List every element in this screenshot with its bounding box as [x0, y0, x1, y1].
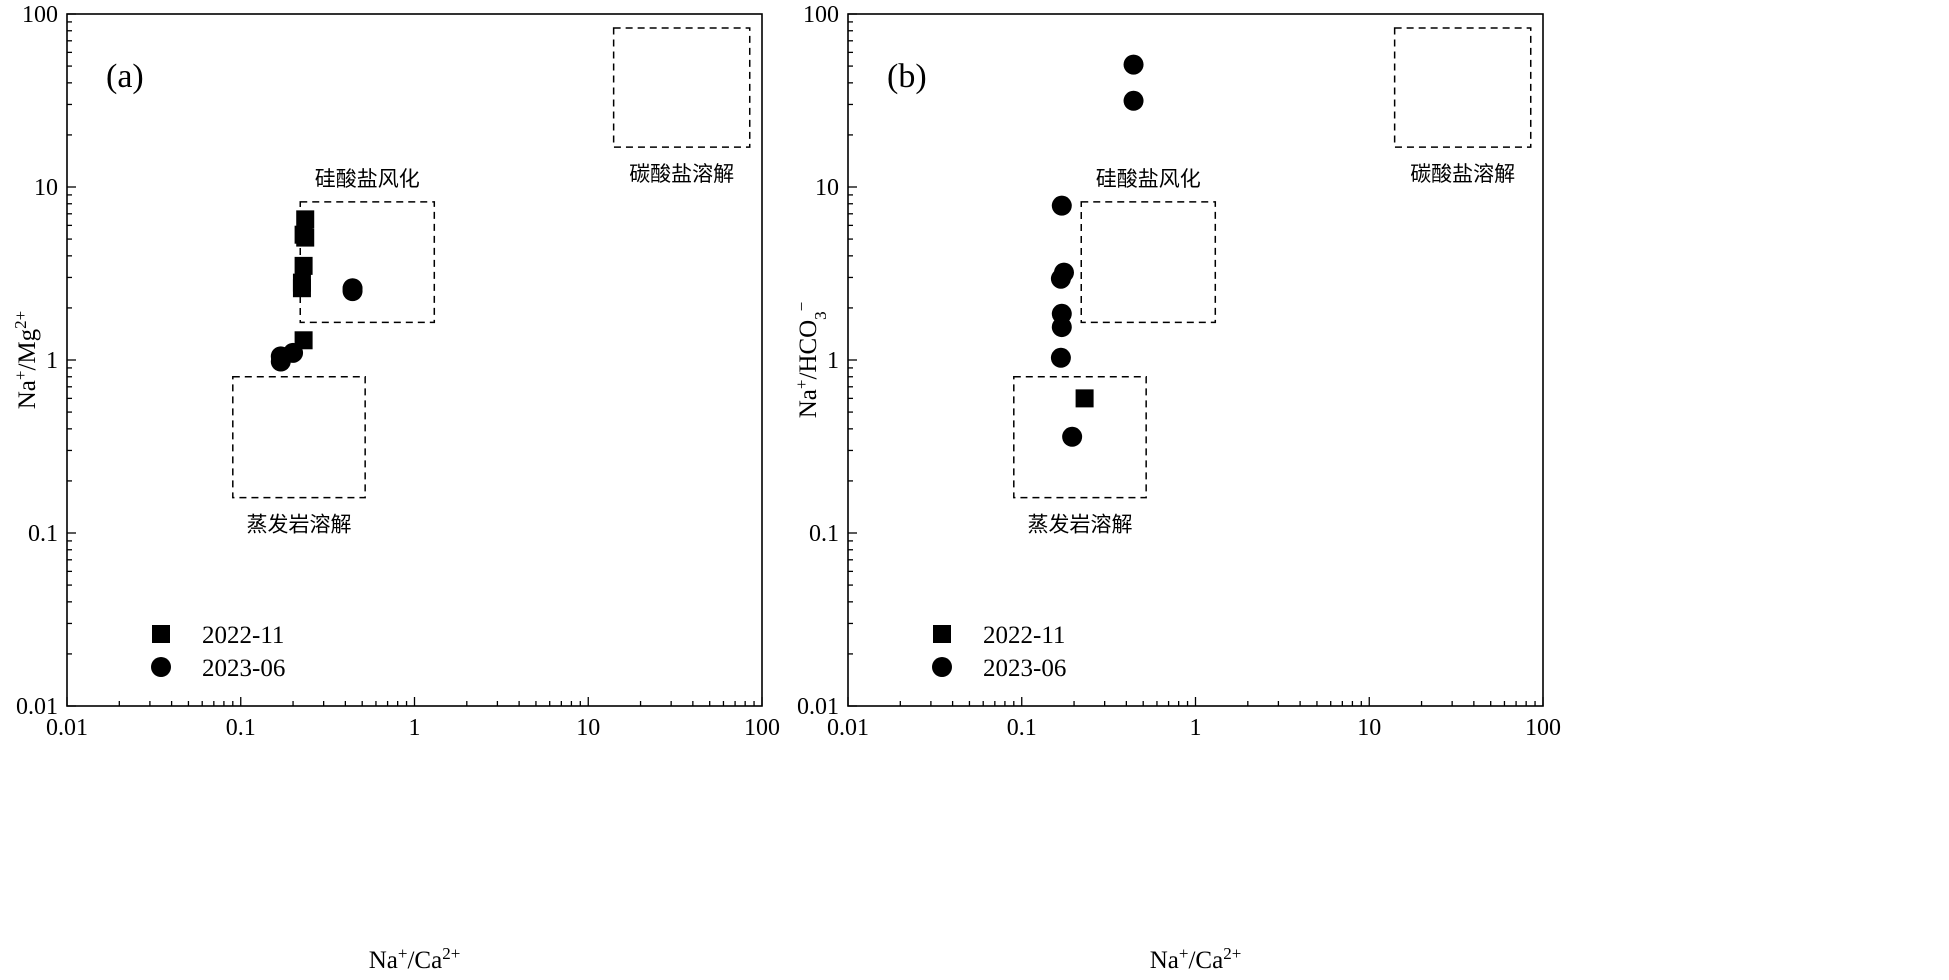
region-box: [232, 376, 366, 499]
data-point-circle: [1050, 268, 1071, 289]
legend: 2022-11 2023-06: [932, 622, 1066, 682]
legend-label: 2022-11: [983, 622, 1065, 649]
data-point-square: [296, 210, 315, 229]
data-point-circle: [1051, 317, 1072, 338]
plot-frame: [66, 13, 763, 707]
data-point-circle: [342, 281, 363, 302]
y-tick-label: 100: [803, 2, 839, 28]
y-tick-label: 1: [827, 348, 839, 374]
chart-panel-a: 0.01 0.1 1 10 100 0.01 0.1 1 10 100 Na+/Ca2+ Na+/Mg…: [11, 2, 781, 974]
region-box: [612, 27, 751, 148]
y-tick-label: 10: [34, 175, 58, 201]
panel-label: (b): [887, 58, 927, 95]
data-point-square: [292, 279, 311, 298]
data-point-circle: [1051, 195, 1072, 216]
x-tick-label: 100: [744, 715, 780, 741]
data-point-circle: [1050, 347, 1071, 368]
tick-marks: [66, 13, 763, 707]
y-axis-label: Na+/HCO3−: [792, 302, 830, 419]
x-tick-label: 10: [576, 715, 600, 741]
data-point-circle: [1123, 90, 1144, 111]
region-label: 蒸发岩溶解: [246, 513, 351, 537]
x-axis-label: Na+/Ca2+: [369, 944, 461, 975]
chart-panel-b: 0.01 0.1 1 10 100 0.01 0.1 1 10 100 Na+/Ca2+ Na+/HC…: [792, 2, 1562, 974]
x-tick-label: 1: [409, 715, 421, 741]
region-label: 碳酸盐溶解: [1410, 162, 1515, 186]
legend-label: 2023-06: [983, 655, 1066, 682]
series-2022-11: [292, 210, 315, 350]
legend-marker-circle: [151, 657, 171, 677]
region-box: [299, 201, 436, 324]
x-tick-label: 1: [1190, 715, 1202, 741]
data-point-circle: [1123, 54, 1144, 75]
tick-marks: [847, 13, 1544, 707]
series-2023-06: [270, 278, 363, 372]
data-point-square: [1075, 389, 1094, 408]
region-box: [1393, 27, 1532, 148]
legend-marker-circle: [932, 657, 952, 677]
y-tick-label: 0.01: [16, 694, 58, 720]
region-label: 硅酸盐风化: [315, 167, 420, 191]
x-tick-label: 100: [1525, 715, 1561, 741]
x-tick-label: 0.1: [226, 715, 256, 741]
y-tick-label: 0.01: [797, 694, 839, 720]
data-point-square: [294, 331, 313, 350]
data-point-circle: [283, 342, 304, 363]
region-label: 蒸发岩溶解: [1027, 513, 1132, 537]
y-tick-label: 100: [22, 2, 58, 28]
y-tick-label: 0.1: [809, 521, 839, 547]
legend: 2022-11 2023-06: [151, 622, 285, 682]
series-2023-06: [1050, 54, 1144, 447]
legend-marker-square: [152, 625, 170, 643]
region-box: [1080, 201, 1217, 324]
legend-label: 2023-06: [202, 655, 285, 682]
y-tick-label: 1: [46, 348, 58, 374]
series-2022-11: [1075, 389, 1094, 408]
x-tick-label: 10: [1357, 715, 1381, 741]
y-tick-label: 0.1: [28, 521, 58, 547]
legend-label: 2022-11: [202, 622, 284, 649]
x-axis-label: Na+/Ca2+: [1150, 944, 1242, 975]
region-box: [1013, 376, 1147, 499]
panel-label: (a): [106, 58, 144, 95]
x-tick-label: 0.01: [46, 715, 88, 741]
y-axis-label: Na+/Mg2+: [11, 311, 42, 410]
y-tick-label: 10: [815, 175, 839, 201]
data-point-square: [296, 228, 315, 247]
region-label: 硅酸盐风化: [1096, 167, 1201, 191]
region-label: 碳酸盐溶解: [629, 162, 734, 186]
data-point-circle: [1062, 426, 1083, 447]
data-point-square: [294, 256, 313, 275]
x-tick-label: 0.01: [827, 715, 869, 741]
plot-frame: [847, 13, 1544, 707]
legend-marker-square: [933, 625, 951, 643]
x-tick-label: 0.1: [1007, 715, 1037, 741]
